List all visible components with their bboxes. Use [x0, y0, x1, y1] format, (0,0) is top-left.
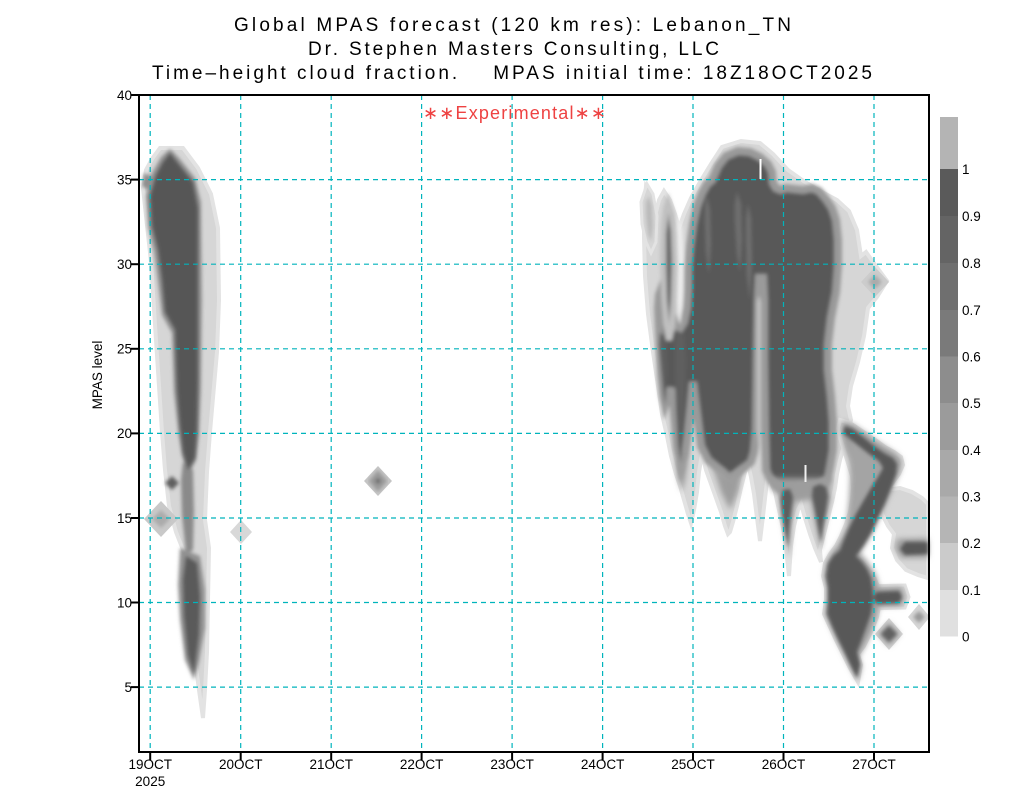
svg-text:35: 35	[117, 172, 132, 187]
svg-text:23OCT: 23OCT	[490, 757, 534, 772]
svg-text:30: 30	[117, 257, 132, 272]
svg-text:22OCT: 22OCT	[400, 757, 444, 772]
svg-text:0.2: 0.2	[962, 536, 981, 551]
svg-text:40: 40	[117, 88, 132, 103]
svg-text:25: 25	[117, 342, 132, 357]
svg-text:26OCT: 26OCT	[762, 757, 806, 772]
svg-text:5: 5	[124, 680, 132, 695]
svg-text:0.3: 0.3	[962, 489, 981, 504]
svg-text:Global MPAS forecast (120 km r: Global MPAS forecast (120 km res): Leban…	[234, 15, 791, 36]
svg-text:24OCT: 24OCT	[581, 757, 625, 772]
svg-text:0: 0	[962, 629, 970, 644]
svg-text:27OCT: 27OCT	[852, 757, 896, 772]
svg-text:25OCT: 25OCT	[671, 757, 715, 772]
svg-text:MPAS level: MPAS level	[90, 341, 105, 410]
svg-text:∗∗Experimental∗∗: ∗∗Experimental∗∗	[423, 103, 606, 123]
svg-text:1: 1	[962, 162, 970, 177]
svg-text:0.9: 0.9	[962, 209, 981, 224]
svg-text:Time–height cloud fraction.: Time–height cloud fraction. MPAS initial…	[152, 63, 872, 84]
svg-text:0.6: 0.6	[962, 349, 981, 364]
svg-text:2025: 2025	[135, 774, 165, 789]
svg-text:10: 10	[117, 595, 132, 610]
svg-text:19OCT: 19OCT	[128, 757, 172, 772]
svg-text:20OCT: 20OCT	[219, 757, 263, 772]
svg-text:20: 20	[117, 426, 132, 441]
svg-text:0.4: 0.4	[962, 443, 981, 458]
svg-text:21OCT: 21OCT	[309, 757, 353, 772]
svg-text:0.8: 0.8	[962, 256, 981, 271]
svg-text:Dr. Stephen Masters Consulting: Dr. Stephen Masters Consulting, LLC	[308, 39, 719, 60]
svg-text:15: 15	[117, 511, 132, 526]
svg-text:0.1: 0.1	[962, 583, 981, 598]
svg-text:0.5: 0.5	[962, 396, 981, 411]
svg-text:0.7: 0.7	[962, 303, 981, 318]
